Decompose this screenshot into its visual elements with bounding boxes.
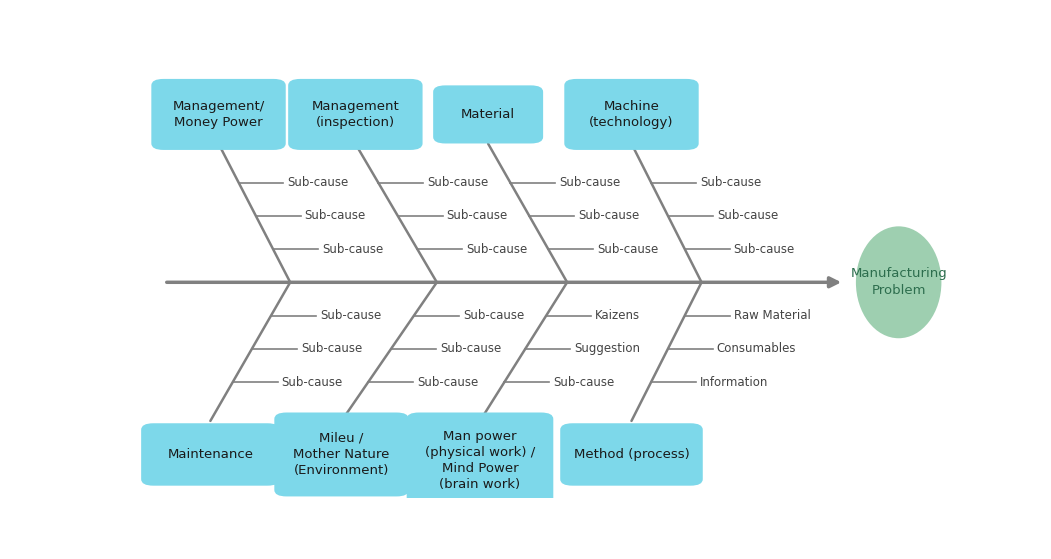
Text: Consumables: Consumables xyxy=(717,342,797,356)
Text: Machine
(technology): Machine (technology) xyxy=(590,100,674,129)
Text: Sub-cause: Sub-cause xyxy=(301,342,362,356)
FancyBboxPatch shape xyxy=(564,79,699,150)
FancyBboxPatch shape xyxy=(407,413,553,509)
Text: Method (process): Method (process) xyxy=(574,448,689,461)
Text: Raw Material: Raw Material xyxy=(734,309,810,322)
Text: Sub-cause: Sub-cause xyxy=(553,376,615,389)
Text: Material: Material xyxy=(461,108,515,121)
Text: Sub-cause: Sub-cause xyxy=(467,243,528,255)
FancyBboxPatch shape xyxy=(288,79,423,150)
FancyBboxPatch shape xyxy=(433,86,543,144)
Text: Sub-cause: Sub-cause xyxy=(717,209,778,222)
Text: Sub-cause: Sub-cause xyxy=(447,209,508,222)
FancyBboxPatch shape xyxy=(560,423,703,486)
FancyBboxPatch shape xyxy=(274,413,409,496)
Text: Sub-cause: Sub-cause xyxy=(320,309,382,322)
Text: Sub-cause: Sub-cause xyxy=(559,176,620,189)
FancyBboxPatch shape xyxy=(141,423,280,486)
Text: Sub-cause: Sub-cause xyxy=(597,243,658,255)
Text: Management/
Money Power: Management/ Money Power xyxy=(172,100,265,129)
Text: Sub-cause: Sub-cause xyxy=(440,342,501,356)
Text: Sub-cause: Sub-cause xyxy=(305,209,366,222)
Text: Management
(inspection): Management (inspection) xyxy=(311,100,399,129)
Text: Sub-cause: Sub-cause xyxy=(462,309,524,322)
Text: Sub-cause: Sub-cause xyxy=(578,209,639,222)
Text: Sub-cause: Sub-cause xyxy=(734,243,795,255)
Text: Mileu /
Mother Nature
(Environment): Mileu / Mother Nature (Environment) xyxy=(293,432,390,477)
Text: Sub-cause: Sub-cause xyxy=(282,376,343,389)
Text: Suggestion: Suggestion xyxy=(574,342,640,356)
Text: Manufacturing
Problem: Manufacturing Problem xyxy=(850,267,947,297)
Text: Sub-cause: Sub-cause xyxy=(700,176,761,189)
Text: Maintenance: Maintenance xyxy=(167,448,253,461)
Ellipse shape xyxy=(856,226,942,338)
Text: Man power
(physical work) /
Mind Power
(brain work): Man power (physical work) / Mind Power (… xyxy=(425,430,535,491)
Text: Information: Information xyxy=(700,376,768,389)
Text: Sub-cause: Sub-cause xyxy=(322,243,384,255)
Text: Sub-cause: Sub-cause xyxy=(427,176,489,189)
Text: Kaizens: Kaizens xyxy=(595,309,640,322)
Text: Sub-cause: Sub-cause xyxy=(417,376,478,389)
FancyBboxPatch shape xyxy=(151,79,286,150)
Text: Sub-cause: Sub-cause xyxy=(288,176,349,189)
